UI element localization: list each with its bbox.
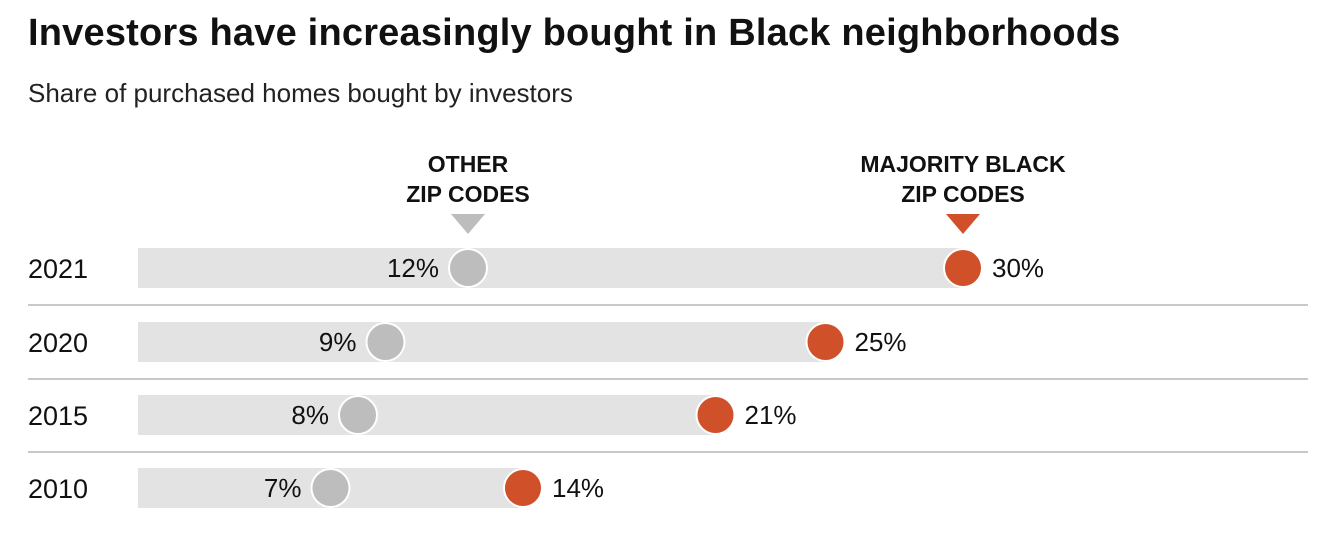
dot-majority-black-zip-codes xyxy=(503,468,543,508)
year-label: 2010 xyxy=(28,474,88,504)
value-label-black: 14% xyxy=(552,473,604,503)
legend-label-line: ZIP CODES xyxy=(406,181,530,207)
year-label: 2020 xyxy=(28,328,88,358)
row-2015: 2015 8% 21% xyxy=(28,395,1308,453)
chart-title: Investors have increasingly bought in Bl… xyxy=(28,12,1121,54)
value-label-other: 9% xyxy=(319,327,357,357)
range-bar xyxy=(138,322,826,362)
value-label-black: 25% xyxy=(855,327,907,357)
row-2010: 2010 7% 14% xyxy=(28,468,604,508)
dot-majority-black-zip-codes xyxy=(695,395,736,435)
dot-other-zip-codes xyxy=(365,322,406,362)
year-label: 2015 xyxy=(28,401,88,431)
dot-other-zip-codes xyxy=(338,395,378,435)
dot-other-zip-codes xyxy=(448,248,488,288)
value-label-black: 21% xyxy=(745,400,797,430)
row-2020: 2020 9% 25% xyxy=(28,322,1308,380)
value-label-other: 12% xyxy=(387,253,439,283)
chart-subtitle: Share of purchased homes bought by inves… xyxy=(28,78,573,108)
legend-marker-other xyxy=(451,214,485,234)
value-label-other: 7% xyxy=(264,473,302,503)
legend-majority-black-zip-codes: MAJORITY BLACK ZIP CODES xyxy=(860,151,1066,234)
legend-label-line: ZIP CODES xyxy=(901,181,1025,207)
value-label-other: 8% xyxy=(291,400,329,430)
dot-majority-black-zip-codes xyxy=(805,322,846,362)
range-bar xyxy=(138,395,716,435)
legend-label-line: MAJORITY BLACK xyxy=(860,151,1066,177)
value-label-black: 30% xyxy=(992,253,1044,283)
dot-majority-black-zip-codes xyxy=(943,248,983,288)
dot-other-zip-codes xyxy=(310,468,351,508)
legend-other-zip-codes: OTHER ZIP CODES xyxy=(406,151,530,234)
range-bar xyxy=(138,248,963,288)
legend-marker-black xyxy=(946,214,980,234)
row-2021: 2021 12% 30% xyxy=(28,248,1308,306)
legend-label-line: OTHER xyxy=(428,151,509,177)
year-label: 2021 xyxy=(28,254,88,284)
